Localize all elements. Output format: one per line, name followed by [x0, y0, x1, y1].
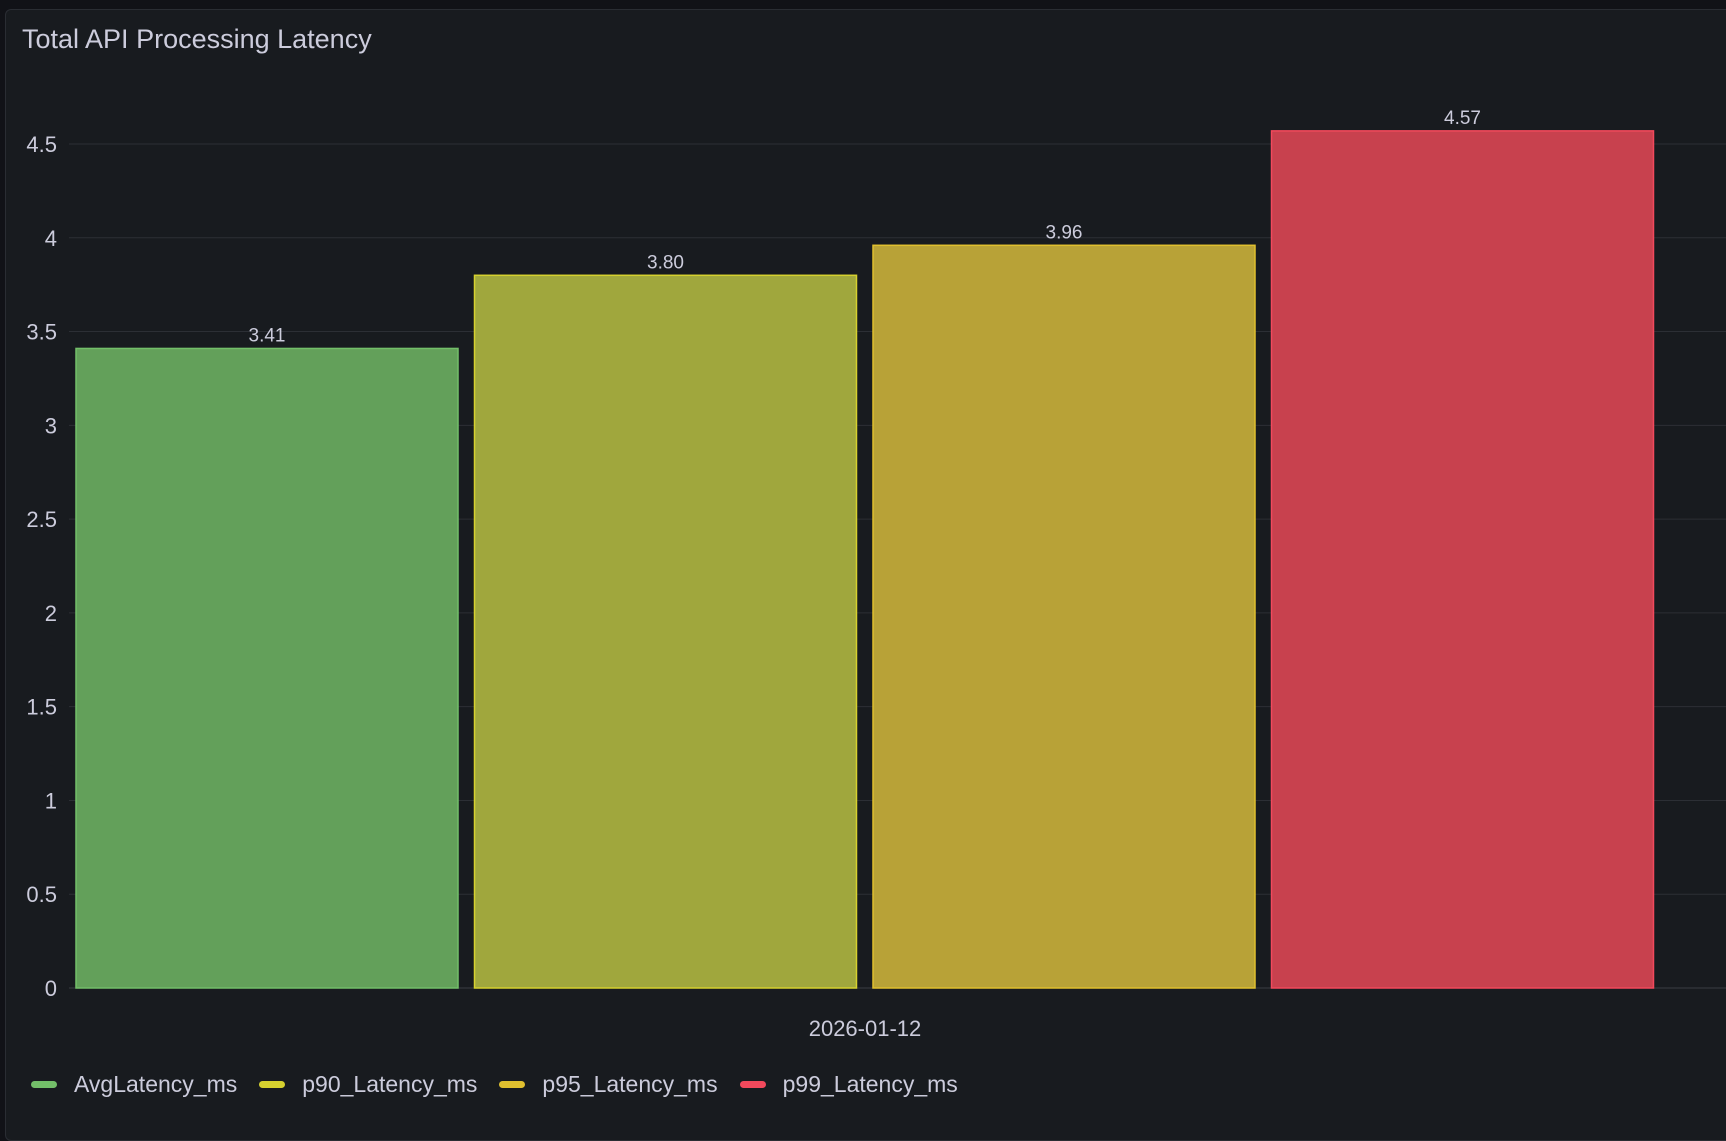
legend-swatch: [739, 1081, 766, 1088]
y-tick-label: 3: [45, 413, 57, 438]
legend-swatch: [499, 1081, 526, 1088]
bar-p99_Latency_ms[interactable]: [1270, 130, 1655, 989]
y-tick-label: 4.5: [26, 132, 57, 157]
legend-label: p95_Latency_ms: [542, 1071, 718, 1097]
panel-title: Total API Processing Latency: [22, 24, 372, 54]
data-label: 3.80: [647, 252, 684, 273]
y-tick-label: 0: [45, 976, 57, 1001]
data-label: 3.41: [249, 325, 286, 346]
y-tick-label: 0.5: [26, 882, 57, 907]
legend-item[interactable]: p95_Latency_ms: [499, 1071, 718, 1098]
data-label: 3.96: [1046, 222, 1083, 243]
legend-item[interactable]: p99_Latency_ms: [739, 1071, 958, 1098]
bar-p90_Latency_ms[interactable]: [473, 274, 858, 989]
y-tick-label: 2: [45, 601, 57, 626]
legend-item[interactable]: AvgLatency_ms: [31, 1071, 237, 1098]
y-tick-label: 2.5: [26, 507, 57, 532]
legend-label: p90_Latency_ms: [302, 1071, 478, 1097]
legend: AvgLatency_ms p90_Latency_ms p95_Latency_m…: [31, 1071, 980, 1098]
legend-label: p99_Latency_ms: [782, 1071, 958, 1097]
legend-label: AvgLatency_ms: [74, 1071, 238, 1097]
y-tick-label: 1: [45, 788, 57, 813]
x-tick-label: 2026-01-12: [809, 1016, 922, 1041]
data-label: 4.57: [1444, 108, 1481, 129]
legend-swatch: [259, 1081, 286, 1088]
legend-swatch: [31, 1081, 57, 1088]
y-tick-label: 4: [45, 226, 57, 251]
bar-AvgLatency_ms[interactable]: [75, 347, 459, 989]
y-tick-label: 3.5: [26, 320, 57, 345]
y-tick-label: 1.5: [26, 695, 57, 720]
bar-p95_Latency_ms[interactable]: [872, 244, 1256, 989]
legend-item[interactable]: p90_Latency_ms: [259, 1071, 477, 1098]
